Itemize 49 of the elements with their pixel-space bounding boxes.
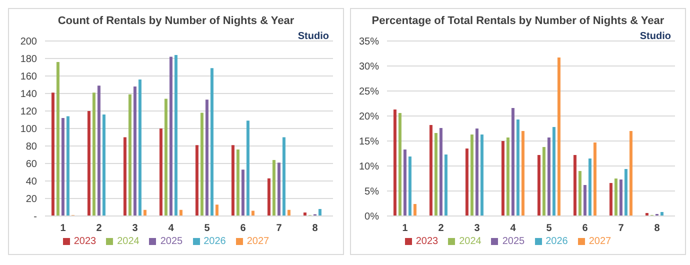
annotation: Studio	[298, 31, 329, 42]
y-tick-label: 40	[26, 176, 38, 188]
y-tick-label: 180	[20, 54, 38, 66]
x-tick-label: 6	[582, 223, 588, 234]
y-tick-label: 5%	[364, 186, 380, 198]
y-tick-label: 200	[20, 36, 38, 48]
y-tick-label: 25%	[358, 86, 380, 98]
y-tick-label: 120	[20, 106, 38, 118]
legend-label: 2025	[160, 236, 183, 247]
annotation: Studio	[640, 31, 671, 42]
y-tick-label: -	[34, 212, 37, 223]
y-tick-label: 160	[20, 72, 38, 83]
y-tick-label: 15%	[358, 136, 380, 148]
y-tick-label: 100	[20, 124, 38, 136]
legend-label: 2027	[246, 236, 270, 247]
legend-label: 2026	[546, 236, 568, 247]
x-tick-label: 1	[402, 223, 408, 234]
chart-title: Count of Rentals by Number of Nights & Year	[56, 15, 296, 27]
y-tick-label: 20%	[358, 112, 380, 123]
legend-label: 2024	[459, 236, 482, 247]
y-tick-label: 140	[20, 89, 38, 100]
x-tick-label: 4	[168, 223, 174, 234]
x-tick-label: 2	[438, 223, 444, 234]
y-tick-label: 60	[26, 159, 38, 170]
y-tick-label: 20	[26, 194, 38, 206]
legend-label: 2023	[74, 236, 96, 247]
x-tick-label: 4	[510, 223, 516, 234]
legend-label: 2025	[502, 236, 525, 247]
chart-title: Percentage of Total Rentals by Number of Nights & Year	[370, 15, 666, 27]
legend-label: 2027	[588, 236, 612, 247]
x-tick-label: 8	[312, 223, 318, 234]
x-tick-label: 6	[240, 223, 246, 234]
legend-label: 2024	[117, 236, 140, 247]
y-tick-label: 35%	[358, 36, 380, 48]
x-tick-label: 5	[546, 223, 552, 234]
legend-label: 2023	[416, 236, 438, 247]
legend-label: 2026	[204, 236, 226, 247]
x-tick-label: 7	[276, 223, 282, 234]
y-tick-label: 0%	[364, 212, 380, 223]
x-tick-label: 7	[618, 223, 624, 234]
x-tick-label: 3	[132, 223, 138, 234]
x-tick-label: 2	[96, 223, 102, 234]
y-tick-label: 30%	[358, 62, 380, 73]
x-tick-label: 8	[654, 223, 660, 234]
y-tick-label: 10%	[358, 162, 380, 173]
x-tick-label: 5	[204, 223, 210, 234]
y-tick-label: 80	[26, 142, 38, 153]
x-tick-label: 3	[474, 223, 480, 234]
x-tick-label: 1	[60, 223, 66, 234]
